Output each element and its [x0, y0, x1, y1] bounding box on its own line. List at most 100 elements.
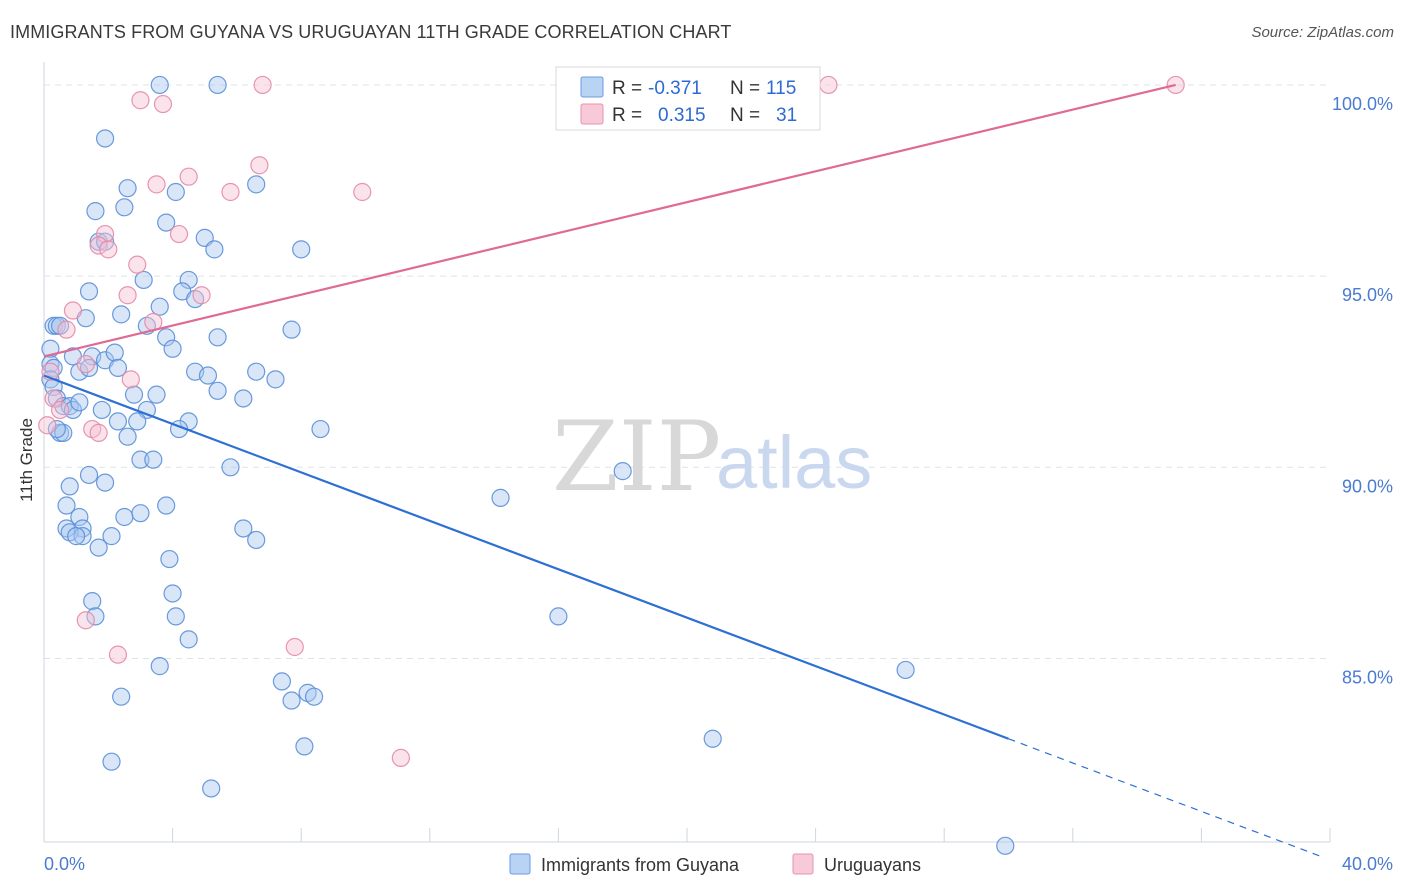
point-guyana-6	[86, 202, 105, 221]
data-points	[38, 75, 1185, 855]
point-guyana-27	[282, 320, 301, 339]
watermark: ZIP atlas	[552, 401, 872, 513]
point-guyana-28	[157, 328, 176, 347]
point-guyana-76	[70, 507, 89, 527]
point-guyana-100	[282, 691, 301, 710]
point-uruguayans-6	[179, 167, 198, 186]
point-guyana-95	[150, 657, 169, 676]
point-guyana-99	[112, 687, 131, 706]
point-uruguayans-16	[192, 286, 211, 305]
point-guyana-68	[221, 458, 240, 477]
trend-line-guyana	[43, 374, 1009, 740]
point-uruguayans-21	[121, 370, 140, 389]
point-guyana-49	[234, 389, 253, 408]
stats-legend: R = -0.371 N = 115 R = 0.315 N = 31	[555, 66, 821, 131]
point-guyana-16	[79, 282, 99, 301]
point-guyana-97	[272, 672, 292, 691]
point-uruguayans-9	[353, 182, 372, 202]
legend-n-value-2: 31	[776, 105, 797, 126]
point-guyana-12	[205, 240, 224, 259]
y-tick-label-2: 90.0%	[1342, 476, 1393, 496]
y-tick-label-0: 100.0%	[1332, 94, 1393, 114]
chart-source: Source: ZipAtlas.com	[1251, 24, 1394, 41]
trend-line-extension-guyana	[1008, 738, 1324, 858]
legend-r-label-1: R =	[612, 78, 642, 99]
point-guyana-34	[105, 343, 124, 362]
point-guyana-20	[112, 305, 131, 324]
point-uruguayans-1	[819, 75, 838, 95]
legend-swatch-pink	[580, 103, 604, 125]
point-guyana-94	[179, 630, 198, 649]
point-guyana-106	[996, 836, 1015, 855]
point-guyana-81	[234, 519, 253, 538]
point-uruguayans-28	[76, 611, 95, 630]
point-guyana-78	[131, 504, 150, 523]
legend-swatch-blue	[580, 76, 604, 98]
point-uruguayans-12	[89, 236, 108, 255]
point-guyana-73	[57, 496, 76, 515]
legend-n-value-1: 115	[766, 78, 796, 99]
y-tick-label-1: 95.0%	[1342, 285, 1393, 305]
point-uruguayans-4	[153, 94, 173, 114]
legend-n-label-1: N =	[730, 78, 760, 99]
point-uruguayans-0	[253, 75, 272, 95]
point-guyana-90	[163, 584, 182, 603]
legend-r-label-2: R =	[612, 105, 642, 126]
x-tick-label-1: 40.0%	[1342, 854, 1393, 874]
series-label-uruguayans: Uruguayans	[824, 855, 921, 875]
point-uruguayans-30	[285, 637, 304, 657]
point-guyana-91	[86, 607, 105, 626]
point-guyana-89	[83, 592, 102, 611]
point-uruguayans-10	[95, 224, 115, 244]
series-swatch-uruguayans	[792, 853, 814, 875]
point-guyana-4	[166, 182, 185, 202]
point-uruguayans-23	[44, 389, 63, 408]
point-uruguayans-5	[250, 156, 269, 175]
point-guyana-14	[134, 270, 153, 290]
point-guyana-61	[311, 419, 330, 439]
point-guyana-55	[92, 400, 111, 420]
point-guyana-85	[67, 527, 86, 546]
trend-lines	[43, 83, 1324, 858]
trend-line-uruguayans	[43, 83, 1176, 358]
series-swatch-guyana	[509, 853, 531, 875]
point-guyana-101	[304, 687, 324, 706]
point-guyana-70	[79, 465, 99, 485]
point-guyana-84	[102, 527, 121, 546]
point-guyana-7	[115, 198, 134, 217]
y-tick-label-3: 85.0%	[1342, 667, 1393, 687]
point-guyana-47	[147, 385, 166, 404]
point-uruguayans-15	[118, 286, 137, 305]
point-guyana-39	[108, 358, 128, 377]
point-guyana-0	[150, 75, 169, 95]
point-guyana-58	[128, 412, 147, 431]
point-guyana-13	[292, 240, 311, 259]
point-guyana-42	[247, 362, 266, 381]
point-guyana-57	[108, 412, 128, 431]
point-guyana-88	[160, 549, 179, 569]
point-guyana-48	[208, 381, 227, 400]
point-uruguayans-3	[131, 91, 150, 110]
point-guyana-64	[47, 419, 66, 439]
x-tick-label-0: 0.0%	[44, 854, 85, 874]
point-guyana-104	[102, 752, 121, 771]
point-guyana-103	[295, 737, 314, 756]
point-guyana-54	[70, 393, 89, 412]
point-uruguayans-26	[89, 423, 108, 442]
point-guyana-3	[118, 179, 137, 198]
point-guyana-26	[208, 328, 227, 347]
point-guyana-71	[95, 473, 115, 492]
point-guyana-83	[73, 527, 92, 546]
point-guyana-77	[115, 507, 134, 527]
legend-r-value-2: 0.315	[658, 105, 706, 126]
point-uruguayans-31	[391, 748, 410, 767]
legend-r-value-1: -0.371	[648, 78, 702, 99]
watermark-atlas: atlas	[716, 421, 872, 504]
legend-n-label-2: N =	[730, 105, 760, 126]
point-guyana-96	[896, 660, 915, 680]
point-uruguayans-14	[128, 255, 147, 274]
point-guyana-8	[157, 213, 176, 232]
point-guyana-45	[266, 370, 285, 389]
point-uruguayans-27	[38, 416, 57, 435]
chart-title: IMMIGRANTS FROM GUYANA VS URUGUAYAN 11TH…	[10, 22, 732, 42]
